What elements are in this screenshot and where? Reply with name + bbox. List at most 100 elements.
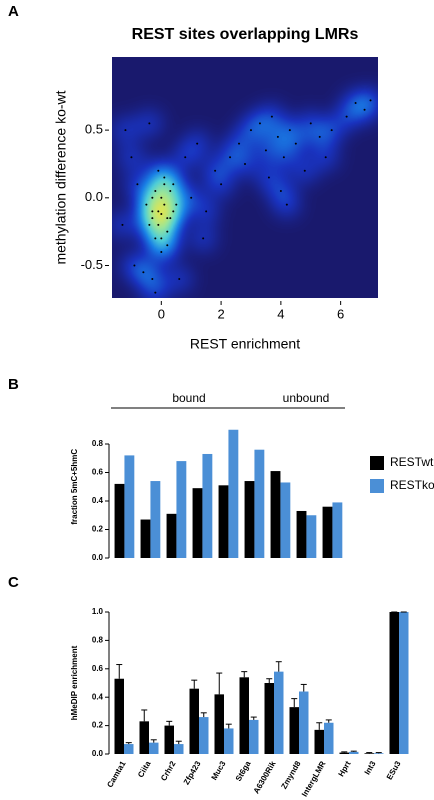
x-axis-label: REST enrichment [190, 336, 300, 352]
bar [218, 485, 229, 558]
y-tick-label: 0.8 [92, 636, 104, 645]
y-tick-label: 0.2 [92, 721, 104, 730]
bar [176, 461, 187, 558]
point [136, 183, 139, 186]
point [160, 237, 163, 240]
x-tick-label: 6 [337, 306, 344, 321]
point [354, 102, 357, 105]
point [318, 135, 321, 138]
bar [124, 455, 135, 558]
point [169, 217, 172, 220]
bar [202, 453, 213, 558]
point [324, 156, 327, 159]
bar [322, 506, 333, 558]
y-tick-label: 0.2 [92, 525, 104, 534]
point [249, 129, 252, 132]
point [130, 156, 133, 159]
bar [174, 744, 184, 754]
point [151, 217, 154, 220]
bar [166, 513, 177, 558]
point [294, 142, 297, 145]
point [276, 135, 279, 138]
point [190, 196, 193, 199]
x-tick-label: ESu3 [385, 759, 403, 781]
x-tick-label: Camta1 [105, 759, 128, 789]
point [163, 176, 166, 179]
point [184, 156, 187, 159]
panel-label: C [8, 574, 19, 591]
point [157, 169, 160, 172]
point [157, 223, 160, 226]
bar [364, 753, 374, 754]
bar [164, 725, 174, 754]
x-tick-label: 2 [217, 306, 224, 321]
point [178, 278, 181, 281]
bar [374, 753, 384, 754]
bar [150, 481, 161, 558]
point [166, 244, 169, 247]
bar [339, 752, 349, 754]
bar [289, 707, 299, 754]
point [202, 237, 205, 240]
point [154, 291, 157, 294]
bar [296, 510, 307, 558]
bar [264, 683, 274, 754]
point [145, 203, 148, 206]
point [163, 183, 166, 186]
point [309, 122, 312, 125]
point [279, 190, 282, 193]
bar [224, 728, 234, 754]
point [148, 223, 151, 226]
bar [299, 691, 309, 754]
legend-swatch [370, 456, 384, 470]
y-axis-label: hMeDIP enrichment [70, 645, 79, 720]
point [121, 223, 124, 226]
point [142, 271, 145, 274]
point [285, 203, 288, 206]
group-label: bound [172, 391, 205, 405]
point [160, 213, 163, 216]
legend-swatch [370, 479, 384, 493]
x-tick-label: Int3 [363, 759, 378, 776]
y-tick-label: 0.6 [92, 664, 104, 673]
bar [149, 742, 159, 754]
y-tick-label: 0.0 [92, 749, 104, 758]
y-axis-label: fraction 5mC+5hmC [70, 449, 79, 525]
y-tick-label: 0.4 [92, 692, 104, 701]
bar [114, 678, 124, 754]
panel-label: B [8, 376, 19, 393]
point [157, 210, 160, 213]
point [172, 183, 175, 186]
point [133, 264, 136, 267]
bar [139, 721, 149, 754]
x-tick-label: Zfp423 [182, 759, 203, 786]
y-tick-label: 1.0 [92, 607, 104, 616]
point [151, 278, 154, 281]
bar [249, 719, 259, 754]
point [363, 108, 366, 111]
point [214, 169, 217, 172]
point [244, 162, 246, 165]
point [205, 210, 208, 213]
point [124, 129, 127, 132]
point [330, 129, 333, 132]
point [160, 196, 163, 199]
x-tick-label: A6300Rik [252, 759, 278, 795]
panel-label: A [8, 3, 19, 20]
point [151, 196, 154, 199]
point [303, 169, 306, 172]
x-tick-label: 4 [277, 306, 284, 321]
y-axis-label: methylation difference ko-wt [53, 90, 69, 264]
x-tick-label: Crhr2 [159, 759, 178, 782]
x-tick-label: St6ga [234, 759, 253, 783]
point [151, 210, 154, 213]
group-label: unbound [283, 391, 330, 405]
point [148, 122, 151, 125]
y-tick-label: 0.5 [85, 122, 103, 137]
bar [239, 677, 249, 754]
bar [306, 515, 317, 558]
point [175, 203, 178, 206]
point [267, 176, 270, 179]
bar [332, 502, 343, 558]
